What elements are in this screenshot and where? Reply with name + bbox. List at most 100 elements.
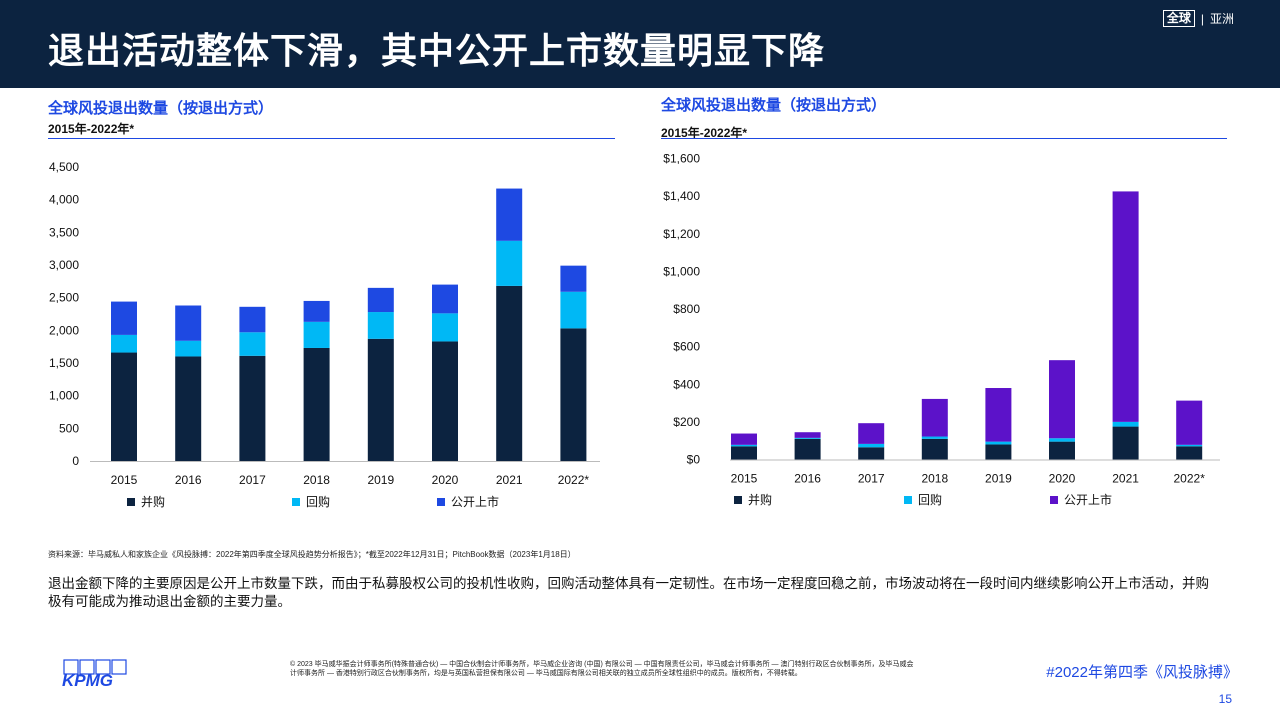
y-tick-label: 2,000 (49, 323, 79, 337)
x-tick-label: 2018 (303, 473, 330, 487)
x-tick-label: 2020 (1049, 472, 1076, 486)
left-chart-title: 全球风投退出数量（按退出方式） (48, 100, 274, 117)
page-title: 退出活动整体下滑，其中公开上市数量明显下降 (48, 30, 826, 71)
bar-segment (111, 334, 137, 353)
bar-segment (303, 300, 330, 322)
bar-segment (367, 338, 394, 461)
y-tick-label: $1,400 (663, 189, 700, 203)
right-stacked-bar-chart: $0 $200 $400 $600 $800 $1,000 $1,200 $1,400 $1,6… (663, 152, 1220, 507)
left-chart-subtitle: 2015年-2022年* (48, 122, 135, 136)
bar-segment (731, 444, 757, 447)
legend-swatch (127, 498, 135, 506)
bar-segment (731, 446, 757, 460)
bar-segment (985, 388, 1012, 442)
bar-segment (560, 265, 587, 292)
bar-segment (432, 341, 458, 461)
bar-segment (794, 438, 821, 460)
y-tick-label: 1,500 (49, 356, 79, 370)
right-chart-subtitle: 2015年-2022年* (661, 126, 748, 140)
y-tick-label: 500 (59, 421, 79, 435)
right-chart-title: 全球风投退出数量（按退出方式） (661, 97, 887, 114)
bar-segment (303, 321, 330, 348)
bar-segment (367, 312, 394, 339)
y-tick-label: 1,000 (49, 389, 79, 403)
x-tick-label: 2019 (985, 472, 1012, 486)
legal-notice: © 2023 毕马威华振会计师事务所(特殊普通合伙) — 中国合伙制会计师事务所… (290, 661, 914, 677)
legend-swatch (1050, 496, 1058, 504)
bar-segment (175, 305, 202, 341)
page-number: 15 (1218, 692, 1232, 706)
y-tick-label: 2,500 (49, 291, 79, 305)
bar-segment (1112, 421, 1139, 427)
x-tick-label: 2022* (1174, 472, 1206, 486)
bar-segment (858, 423, 885, 444)
y-tick-label: 4,500 (49, 160, 79, 174)
y-tick-label: $400 (673, 377, 700, 391)
bar-segment (794, 432, 821, 438)
left-chart-header: 全球风投退出数量（按退出方式） 2015年-2022年* (48, 97, 273, 137)
report-hashtag: #2022年第四季《风投脉搏》 (1046, 664, 1238, 681)
header-bar: 退出活动整体下滑，其中公开上市数量明显下降 全球 | 亚洲 (0, 0, 1280, 88)
bar-segment (731, 433, 757, 445)
bar-segment (239, 355, 266, 461)
bar-segment (303, 347, 330, 461)
x-tick-label: 2022* (558, 473, 590, 487)
bar-segment (1112, 191, 1139, 422)
bar-segment (1049, 441, 1075, 460)
y-tick-label: $800 (673, 302, 700, 316)
bar-segment (794, 437, 821, 439)
bar-segment (367, 287, 394, 313)
legend-swatch (904, 496, 912, 504)
bar-segment (921, 398, 948, 437)
y-tick-label: 3,500 (49, 225, 79, 239)
legend-label: 公开上市 (1064, 492, 1112, 507)
x-tick-label: 2018 (921, 472, 948, 486)
bar-segment (496, 188, 523, 241)
y-tick-label: $1,000 (663, 264, 700, 278)
bar-segment (921, 438, 948, 460)
x-tick-label: 2016 (794, 472, 821, 486)
bar-segment (560, 328, 587, 461)
x-tick-label: 2015 (731, 472, 758, 486)
legend-label: 并购 (748, 492, 772, 507)
right-chart-header: 全球风投退出数量（按退出方式） 2015年-2022年* (661, 94, 886, 141)
bar-segment (1112, 426, 1139, 460)
badge-global: 全球 (1162, 10, 1195, 27)
bar-segment (1176, 444, 1203, 447)
y-tick-label: 4,000 (49, 193, 79, 207)
bar-segment (239, 306, 266, 333)
legend-swatch (292, 498, 300, 506)
y-tick-label: $1,200 (663, 227, 700, 241)
legend-swatch (437, 498, 445, 506)
bar-segment (1176, 400, 1203, 445)
x-tick-label: 2015 (111, 473, 138, 487)
y-tick-label: $0 (687, 453, 701, 467)
kpmg-logo-text: KPMG (62, 671, 113, 689)
bar-segment (175, 356, 202, 461)
x-tick-label: 2020 (432, 473, 459, 487)
source-note: 资料来源：毕马威私人和家族企业《风投脉搏：2022年第四季度全球风投趋势分析报告… (48, 550, 576, 559)
legend-label: 回购 (918, 492, 942, 507)
bar-segment (496, 285, 523, 461)
bar-segment (858, 443, 885, 448)
bar-segment (496, 240, 523, 286)
bar-segment (175, 340, 202, 357)
bar-segment (985, 441, 1012, 445)
y-tick-label: $600 (673, 340, 700, 354)
bar-segment (239, 332, 266, 356)
bar-segment (1049, 360, 1075, 439)
region-badge: 全球 | 亚洲 (1162, 10, 1234, 27)
x-tick-label: 2019 (367, 473, 394, 487)
badge-region: 亚洲 (1209, 12, 1234, 26)
bar-segment (432, 313, 458, 342)
legend-label: 并购 (141, 494, 165, 509)
y-tick-label: $1,600 (663, 152, 700, 166)
bar-segment (111, 352, 137, 461)
x-tick-label: 2017 (858, 472, 885, 486)
x-tick-label: 2016 (175, 473, 202, 487)
kpmg-logo: KPMG (62, 659, 132, 694)
bar-segment (432, 284, 458, 314)
x-tick-label: 2021 (496, 473, 523, 487)
x-tick-label: 2021 (1112, 472, 1139, 486)
bar-segment (921, 436, 948, 439)
